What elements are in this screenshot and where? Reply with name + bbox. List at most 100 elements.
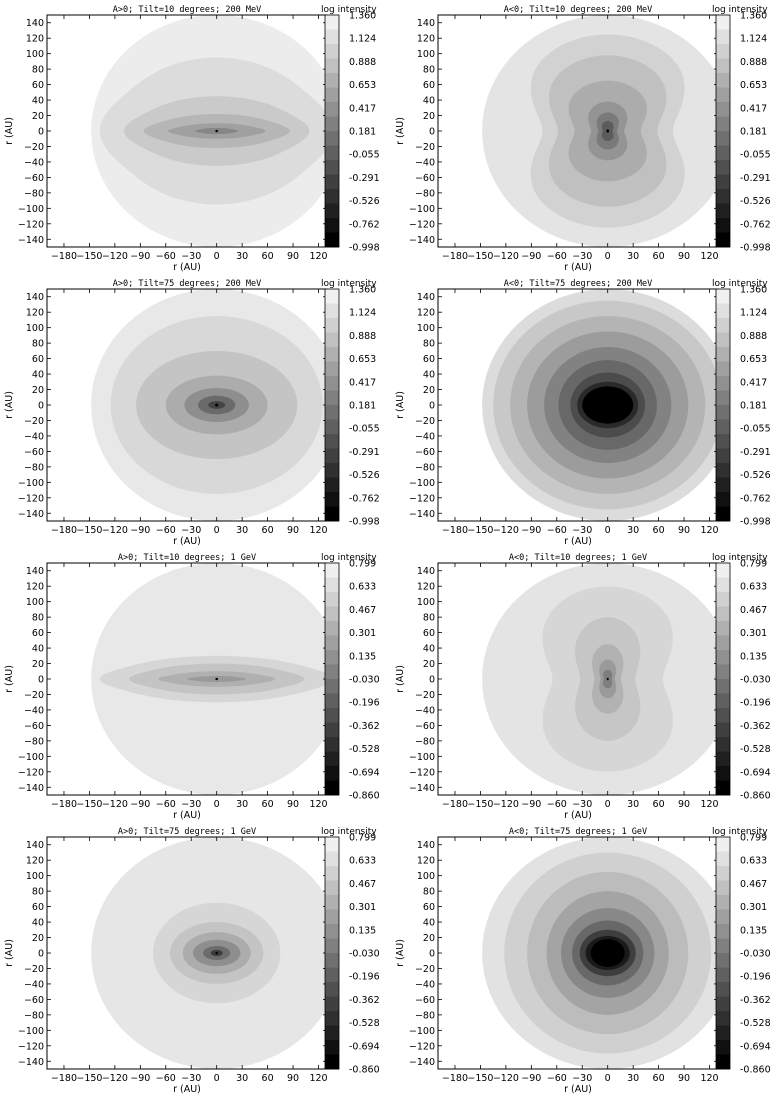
x-tick-label: 0 xyxy=(605,799,611,810)
y-tick-label: −40 xyxy=(24,431,44,442)
y-tick-label: −120 xyxy=(409,493,435,504)
y-tick-label: 120 xyxy=(26,308,44,319)
colorbar-swatch xyxy=(716,751,730,767)
colorbar-swatch xyxy=(716,44,730,59)
x-tick-label: −150 xyxy=(76,1073,102,1084)
y-tick-label: 120 xyxy=(417,34,435,45)
colorbar-tick-label: 1.124 xyxy=(349,34,376,45)
colorbar-tick-label: 1.124 xyxy=(349,308,376,319)
y-tick-label: 40 xyxy=(423,96,435,107)
colorbar-tick-label: 0.301 xyxy=(740,902,767,913)
x-tick-label: −90 xyxy=(521,1073,541,1084)
y-tick-label: −20 xyxy=(415,142,435,153)
x-tick-label: −150 xyxy=(467,799,493,810)
colorbar-swatch xyxy=(325,938,339,954)
y-tick-label: 0 xyxy=(38,401,44,412)
colorbar-swatch xyxy=(325,102,339,117)
y-tick-label: −140 xyxy=(18,1057,44,1068)
y-tick-label: 60 xyxy=(32,628,44,639)
colorbar-tick-label: 0.301 xyxy=(740,628,767,639)
contour-plot: A<0; Tilt=75 degrees; 1 GeV−180 −150 −120−… xyxy=(395,827,771,1095)
colorbar-tick-label: -0.694 xyxy=(740,767,771,778)
y-tick-label: −60 xyxy=(415,447,435,458)
y-tick-label: 0 xyxy=(38,949,44,960)
colorbar-tick-label: 0.799 xyxy=(349,559,376,570)
y-tick-label: −120 xyxy=(409,1041,435,1052)
colorbar-swatch xyxy=(325,621,339,636)
colorbar-swatch xyxy=(325,174,339,190)
y-axis-label: r (AU) xyxy=(395,391,406,419)
colorbar-swatch xyxy=(716,606,730,622)
x-tick-label: −150 xyxy=(467,525,493,536)
y-tick-label: 100 xyxy=(26,597,44,608)
y-tick-label: −140 xyxy=(409,1057,435,1068)
colorbar-swatch xyxy=(716,851,730,867)
colorbar-swatch xyxy=(325,116,339,132)
x-tick-label: 30 xyxy=(236,799,248,810)
contour-plot: A>0; Tilt=75 degrees; 1 GeV−180 −150 −120−… xyxy=(4,827,380,1095)
y-tick-label: −20 xyxy=(24,690,44,701)
y-tick-label: 0 xyxy=(429,949,435,960)
colorbar-tick-label: 0.417 xyxy=(740,377,767,388)
x-tick-label: −90 xyxy=(521,799,541,810)
colorbar-swatch xyxy=(716,160,730,175)
colorbar-frame xyxy=(715,288,731,522)
x-tick-label: 120 xyxy=(309,251,327,262)
y-tick-label: 140 xyxy=(417,292,435,303)
colorbar-title: log intensity xyxy=(712,827,768,837)
y-tick-label: 120 xyxy=(26,582,44,593)
colorbar-swatch xyxy=(325,953,339,968)
y-tick-label: 140 xyxy=(26,18,44,29)
x-axis-label: r (AU) xyxy=(173,1084,201,1095)
x-tick-label: −120 xyxy=(102,251,128,262)
y-tick-label: −120 xyxy=(18,1041,44,1052)
contour-plot: A>0; Tilt=10 degrees; 200 MeV−180 −150 −12… xyxy=(4,5,380,273)
y-tick-label: 80 xyxy=(32,887,44,898)
y-tick-label: −80 xyxy=(415,188,435,199)
x-tick-label: −90 xyxy=(130,799,150,810)
colorbar-swatch xyxy=(716,73,730,88)
y-tick-label: −120 xyxy=(409,767,435,778)
contour-level xyxy=(606,129,609,133)
colorbar-tick-label: 0.417 xyxy=(740,103,767,114)
colorbar-tick-label: 0.467 xyxy=(740,879,767,890)
y-tick-label: 20 xyxy=(423,933,435,944)
colorbar-frame xyxy=(715,562,731,796)
colorbar-swatch xyxy=(325,347,339,362)
contour-plot: A>0; Tilt=10 degrees; 1 GeV−180 −150 −120−… xyxy=(4,553,380,821)
x-tick-label: −180 xyxy=(51,799,77,810)
colorbar-tick-label: 0.181 xyxy=(740,127,767,138)
y-tick-label: 140 xyxy=(26,566,44,577)
x-tick-label: 120 xyxy=(309,1073,327,1084)
colorbar-tick-label: 0.181 xyxy=(349,401,376,412)
x-tick-label: 60 xyxy=(262,799,274,810)
x-tick-label: −150 xyxy=(76,799,102,810)
colorbar-swatch xyxy=(325,866,339,881)
y-axis-label: r (AU) xyxy=(4,117,15,145)
colorbar-tick-label: 0.417 xyxy=(349,377,376,388)
y-tick-label: −140 xyxy=(409,783,435,794)
x-tick-label: −180 xyxy=(442,525,468,536)
colorbar-swatch xyxy=(716,361,730,377)
x-axis-label: r (AU) xyxy=(564,810,592,821)
colorbar-swatch xyxy=(716,131,730,146)
x-axis-label: r (AU) xyxy=(564,1084,592,1095)
y-tick-label: 40 xyxy=(423,644,435,655)
colorbar-tick-label: -0.998 xyxy=(349,243,380,254)
y-tick-label: 60 xyxy=(32,80,44,91)
contour-panel: A<0; Tilt=10 degrees; 200 MeV −180 −150 −12… xyxy=(391,0,782,274)
colorbar-swatch xyxy=(325,405,339,420)
x-axis-label: r (AU) xyxy=(173,810,201,821)
colorbar-tick-label: -0.526 xyxy=(349,470,380,481)
colorbar-tick-label: 0.181 xyxy=(740,401,767,412)
y-tick-label: −80 xyxy=(24,188,44,199)
colorbar-swatch xyxy=(716,895,730,910)
colorbar-tick-label: 1.360 xyxy=(349,285,376,296)
plot-title: A<0; Tilt=10 degrees; 200 MeV xyxy=(504,5,652,15)
x-tick-label: 60 xyxy=(262,525,274,536)
y-tick-label: −80 xyxy=(415,736,435,747)
colorbar-tick-label: -0.030 xyxy=(349,675,380,686)
contour-level xyxy=(582,386,634,424)
colorbar-tick-label: 0.135 xyxy=(349,651,376,662)
colorbar-tick-label: 0.888 xyxy=(740,331,767,342)
